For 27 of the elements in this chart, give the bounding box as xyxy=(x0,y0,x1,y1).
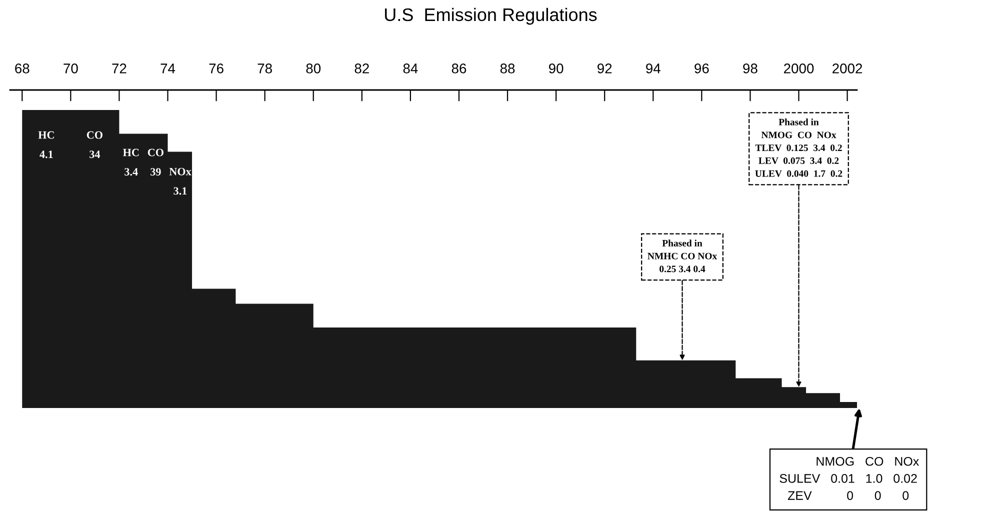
x-tick-label: 94 xyxy=(646,64,660,74)
x-tick-label: 82 xyxy=(354,64,369,74)
x-tick-label: 88 xyxy=(500,64,515,74)
x-tick-label: 74 xyxy=(160,64,176,74)
annotation: Phased in NMOG CO NOx TLEV 0.125 3.4 0.2 LEV 0.075 3.4 0.2 ULEV 0.040 1.7 0.2 xyxy=(755,118,842,177)
x-tick-label: 76 xyxy=(209,64,224,74)
x-tick-label: 86 xyxy=(452,64,466,74)
annotation: Phased in NMHC CO NOx 0.25 3.4 0.4 xyxy=(648,240,718,272)
x-tick-label: 78 xyxy=(258,64,272,74)
annotation: CO 39 xyxy=(148,148,164,176)
x-tick-label: 80 xyxy=(306,64,321,74)
x-tick-label: 90 xyxy=(548,64,564,74)
x-tick-label: 68 xyxy=(15,64,30,74)
x-tick-label: 72 xyxy=(112,64,126,74)
x-tick-label: 2000 xyxy=(784,64,814,74)
annotation: HC 3.4 xyxy=(122,148,139,176)
x-tick-label: 98 xyxy=(743,64,758,74)
chart-title: U.S Emission Regulations xyxy=(385,8,597,25)
x-tick-label: 84 xyxy=(403,64,418,74)
annotation: NMOG CO NOx SULEV 0.01 1.0 0.02 ZEV 0 0 0 xyxy=(780,456,920,500)
x-tick-label: 96 xyxy=(694,64,709,74)
x-tick-label: 2002 xyxy=(832,64,862,74)
annotation: NOx 3.1 xyxy=(169,168,192,195)
annotation: HC 4.1 xyxy=(38,131,54,158)
x-tick-label: 92 xyxy=(598,64,612,74)
x-tick-label: 70 xyxy=(64,64,78,74)
annotation: CO 34 xyxy=(86,131,102,158)
